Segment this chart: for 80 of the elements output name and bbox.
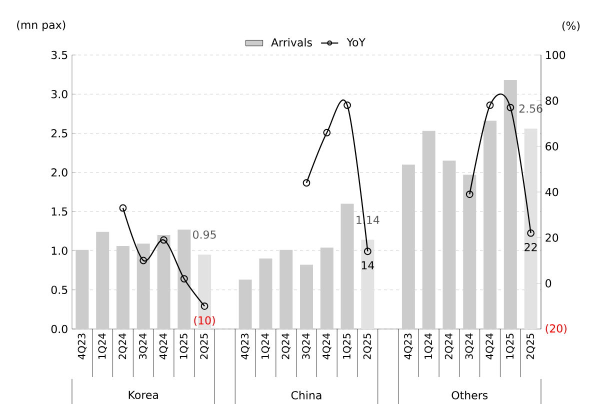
data-label: 0.95: [193, 230, 216, 239]
x-tick-label: 2Q25: [200, 334, 209, 360]
point: [180, 275, 188, 282]
x-tick-label: 1Q24: [261, 333, 270, 359]
point: [486, 102, 494, 109]
bar: [484, 120, 497, 329]
data-label: 22: [524, 242, 537, 252]
bar: [320, 248, 334, 329]
bar: [116, 246, 130, 329]
point: [527, 229, 535, 237]
point: [364, 248, 372, 256]
bar: [136, 244, 150, 329]
y-tick-label: 3.0: [51, 90, 68, 98]
text: Others: [452, 390, 488, 400]
bar: [402, 164, 415, 329]
x-tick-label: 3Q24: [465, 333, 474, 360]
bar: [442, 160, 456, 329]
y2-tick-label: (20): [546, 324, 566, 334]
point: [140, 256, 148, 264]
point: [302, 179, 310, 187]
bar: [96, 232, 110, 329]
x-tick-label: 4Q23: [240, 334, 250, 360]
bar: [280, 250, 293, 329]
point: [466, 190, 474, 198]
x-tick-label: 2Q25: [526, 334, 536, 360]
bar: [524, 128, 538, 329]
x-tick-label: 3Q24: [302, 333, 311, 360]
bar: [422, 130, 436, 329]
point: [344, 102, 351, 109]
point: [323, 128, 331, 136]
point: [200, 302, 208, 310]
x-tick-label: 4Q24: [159, 333, 168, 360]
bar: [178, 230, 191, 329]
x-tick-label: 1Q24: [424, 333, 434, 359]
x-tick-label: 3Q24: [139, 333, 148, 360]
y2-tick-label: 20: [546, 234, 558, 242]
bar: [463, 174, 476, 329]
text: China: [291, 390, 322, 400]
bar: [259, 258, 272, 329]
x-tick-label: 1Q25: [180, 334, 189, 359]
x-tick-label: 4Q24: [322, 333, 332, 360]
x-tick-label: 1Q24: [98, 333, 107, 359]
y-tick-label: 2.0: [51, 168, 68, 177]
y2-tick-label: 80: [546, 96, 558, 105]
x-tick-label: 4Q24: [486, 333, 494, 360]
y-tick-label: 3.5: [51, 50, 68, 60]
y-tick-label: 1.5: [52, 207, 68, 216]
x-tick-label: 4Q23: [404, 334, 413, 360]
y-tick-label: 1.0: [52, 246, 68, 255]
y2-tick-label: 0: [546, 279, 552, 288]
y-tick-label: 2.5: [51, 129, 68, 138]
y-axis-title: (mn pax): [17, 20, 66, 32]
x-tick-label: 2Q24: [444, 333, 454, 360]
legend-label: YoY: [346, 38, 366, 46]
legend-label: Arrivals: [271, 38, 312, 47]
y2-axis-title: (%): [562, 21, 580, 32]
y2-tick-label: 100: [546, 50, 566, 60]
data-label: 14: [362, 261, 374, 270]
x-tick-label: 2Q25: [363, 334, 372, 360]
point: [506, 104, 514, 112]
y-tick-label: 0.5: [51, 286, 68, 294]
x-tick-label: 4Q23: [78, 334, 87, 360]
bar: [238, 280, 252, 329]
x-tick-label: 2Q24: [118, 333, 128, 360]
bar: [300, 264, 313, 329]
bar: [157, 235, 170, 329]
bar: [361, 240, 374, 329]
y-tick-label: 0.0: [51, 324, 68, 334]
bar: [76, 250, 89, 329]
y2-tick-label: 60: [546, 142, 558, 150]
point: [119, 204, 127, 212]
point: [160, 236, 168, 244]
bar: [340, 204, 354, 329]
x-tick-label: 1Q25: [342, 334, 352, 359]
text: Korea: [128, 390, 158, 400]
data-label: (10): [194, 316, 215, 326]
x-tick-label: 1Q25: [506, 334, 515, 359]
y2-tick-label: 40: [545, 188, 558, 196]
bar: [504, 80, 517, 329]
x-tick-label: 2Q24: [282, 333, 290, 360]
